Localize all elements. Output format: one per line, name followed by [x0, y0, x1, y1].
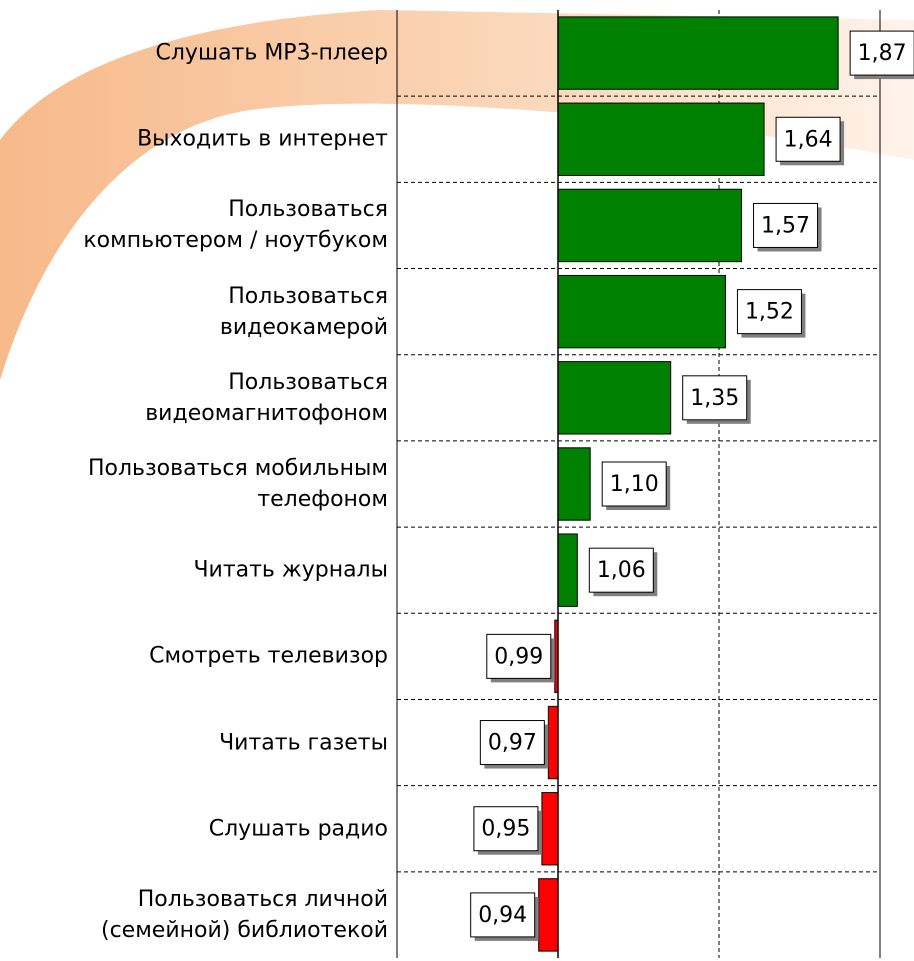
category-label: Слушать MP3-плеер	[155, 40, 389, 66]
value-label-box	[682, 375, 748, 421]
category-label: Пользоваться компьютером / ноутбуком	[83, 197, 388, 254]
value-label-box	[479, 720, 545, 766]
decorative-swoosh	[0, 10, 914, 380]
value-label-box	[753, 202, 819, 248]
value-label: 0,94	[478, 903, 527, 928]
bar	[557, 361, 672, 435]
value-label-box	[775, 116, 841, 162]
bar	[541, 792, 559, 866]
category-label: Пользоваться личной (семейной) библиотек…	[100, 886, 388, 943]
value-label: 1,64	[784, 127, 833, 152]
value-label: 1,52	[745, 300, 794, 325]
value-label: 1,06	[597, 558, 646, 583]
value-label: 0,99	[494, 644, 543, 669]
bar	[557, 533, 578, 607]
category-label: Слушать радио	[208, 816, 388, 842]
value-label: 1,35	[690, 386, 739, 411]
category-label: Смотреть телевизор	[149, 643, 388, 669]
category-label: Читать газеты	[219, 730, 388, 756]
category-label: Пользоваться мобильным телефоном	[87, 456, 388, 512]
bar	[538, 878, 559, 952]
value-label-box	[588, 547, 654, 593]
bar	[547, 705, 559, 780]
category-label: Пользоваться видеокамерой	[219, 283, 388, 340]
value-label: 1,87	[858, 41, 907, 66]
bar	[557, 447, 591, 521]
value-label: 0,97	[488, 731, 537, 756]
value-label-box	[473, 806, 539, 852]
bar	[557, 102, 765, 176]
value-label-box	[486, 633, 552, 679]
category-label: Выходить в интернет	[137, 126, 388, 152]
value-label: 1,57	[761, 213, 810, 238]
value-label: 1,10	[610, 472, 659, 497]
bar	[557, 274, 726, 349]
value-label: 0,95	[481, 817, 530, 842]
value-label-box	[470, 892, 536, 938]
value-label-box	[736, 289, 802, 335]
bar	[557, 16, 839, 90]
bar	[557, 188, 743, 263]
category-label: Пользоваться видеомагнитофоном	[145, 369, 388, 426]
value-label-box	[601, 461, 667, 507]
category-label: Читать журналы	[193, 557, 388, 583]
value-label-box	[849, 30, 914, 76]
